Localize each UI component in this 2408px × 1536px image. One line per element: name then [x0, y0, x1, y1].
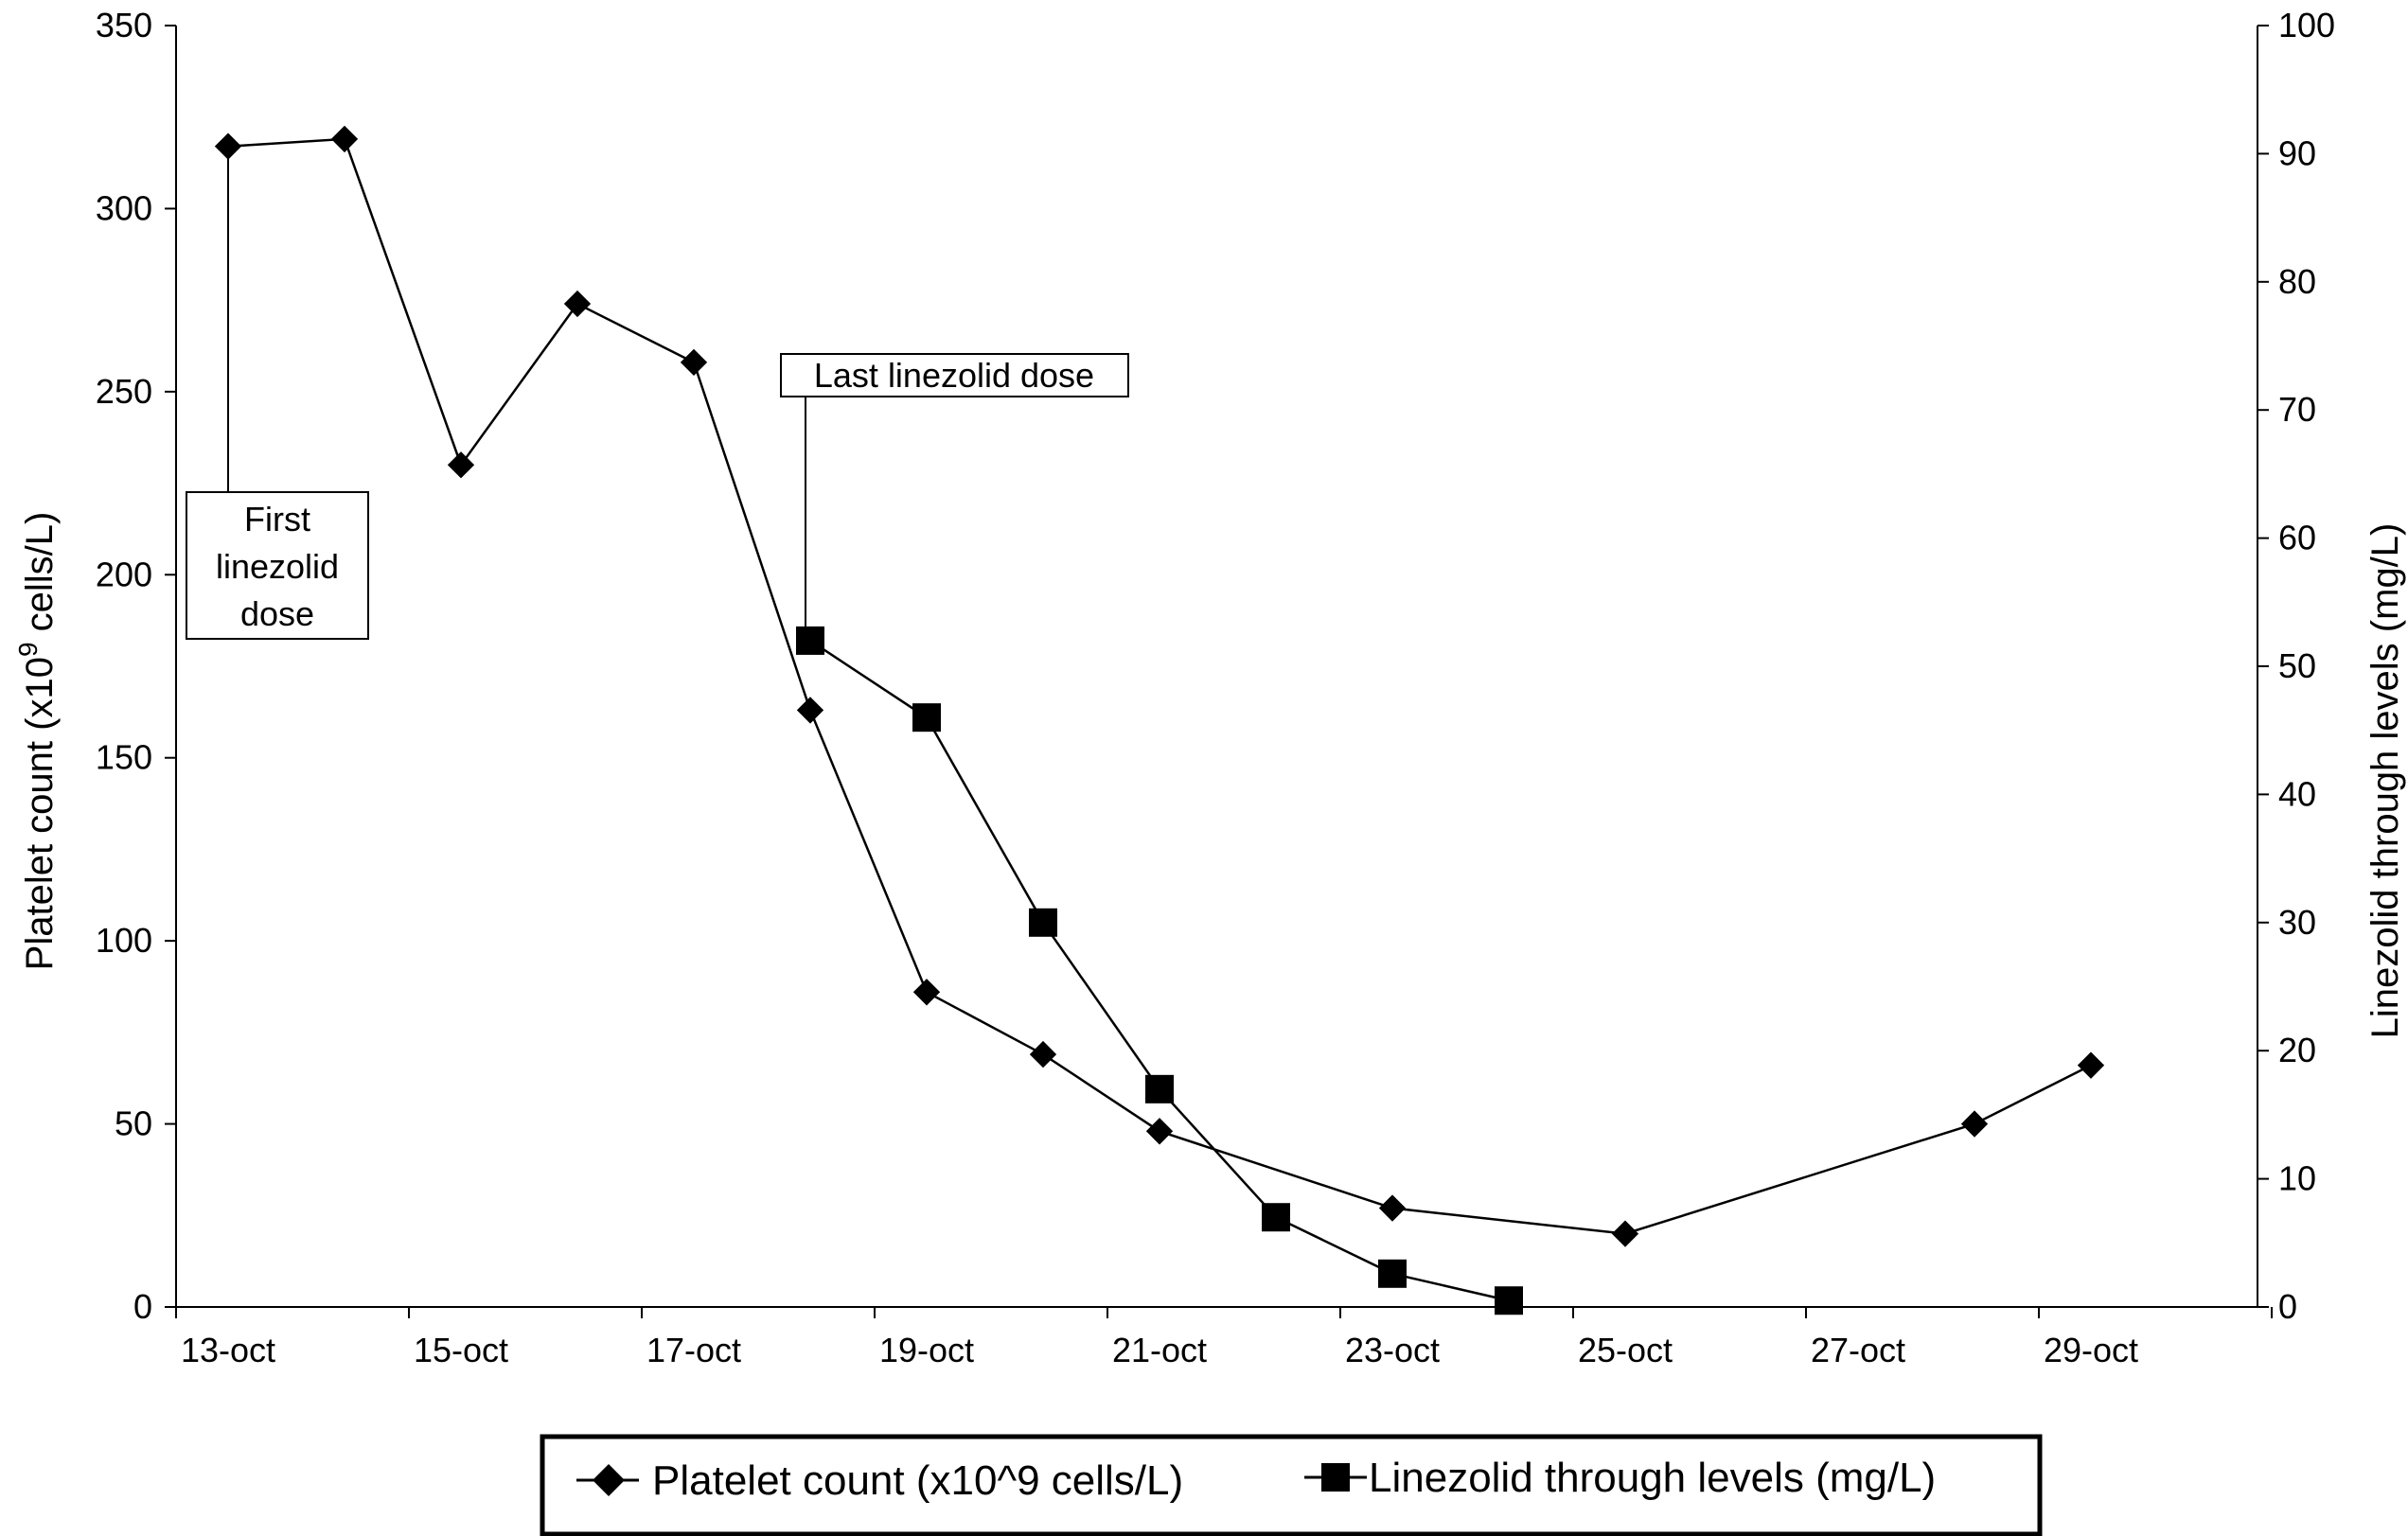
platelet-point [1611, 1220, 1639, 1247]
x-tick-label: 15-oct [414, 1331, 508, 1369]
y-left-tick-label: 250 [96, 372, 152, 411]
axis-ticks: 0 50 100 150 200 250 300 350 0 10 20 30 40 50 60 70 80 90… [96, 6, 2335, 1369]
y-left-tick-label: 100 [96, 921, 152, 960]
y-left-axis-title: Platelet count (x109 cells/L) [13, 512, 61, 971]
x-tick-label: 25-oct [1578, 1331, 1673, 1369]
annotation-text-first-dose: First [244, 500, 310, 538]
linezolid-point [1145, 1074, 1174, 1103]
annotation-box-first-dose [186, 491, 369, 640]
platelet-point [796, 697, 824, 724]
linezolid-point [1378, 1259, 1407, 1288]
annotations: First linezolid dose Last linezolid dose [186, 146, 1129, 640]
annotation-text-first-dose: dose [240, 594, 314, 633]
x-tick-label: 21-oct [1112, 1331, 1207, 1369]
y-left-tick-label: 50 [115, 1104, 152, 1143]
y-right-tick-label: 0 [2278, 1287, 2297, 1326]
annotation-text-first-dose: linezolid [216, 547, 339, 586]
platelet-point [1960, 1110, 1989, 1138]
x-tick-label: 29-oct [2044, 1331, 2138, 1369]
x-tick-label: 23-oct [1345, 1331, 1440, 1369]
y-right-tick-label: 80 [2278, 262, 2316, 301]
linezolid-point [912, 703, 941, 733]
y-right-tick-label: 30 [2278, 903, 2316, 942]
series-line-linezolid [809, 639, 1510, 1302]
platelet-point [1029, 1040, 1057, 1068]
annotation-text-last-dose: Last linezolid dose [814, 356, 1094, 395]
y-right-axis-title: Linezolid through levels (mg/L) [2364, 523, 2406, 1039]
linezolid-point [1262, 1203, 1290, 1232]
legend-marker-linezolid [1321, 1463, 1350, 1492]
x-tick-label: 19-oct [879, 1331, 974, 1369]
platelet-point [563, 290, 592, 318]
y-right-tick-label: 20 [2278, 1031, 2316, 1069]
linezolid-point [1495, 1286, 1523, 1315]
legend-label-linezolid: Linezolid through levels (mg/L) [1369, 1455, 1936, 1501]
platelet-point [214, 132, 242, 160]
platelet-point [447, 451, 475, 479]
legend-label-platelet: Platelet count (x10^9 cells/L) [652, 1457, 1183, 1504]
platelet-point [330, 125, 359, 153]
linezolid-point [796, 626, 824, 655]
y-right-tick-label: 50 [2278, 646, 2316, 685]
y-left-tick-label: 350 [96, 6, 152, 44]
y-left-tick-label: 200 [96, 555, 152, 593]
x-tick-label: 17-oct [646, 1331, 741, 1369]
y-right-tick-label: 60 [2278, 519, 2316, 557]
platelet-point [1145, 1118, 1174, 1145]
annotation-box-last-dose [780, 353, 1129, 397]
platelet-point [680, 348, 708, 377]
series [214, 125, 2105, 1315]
legend: Platelet count (x10^9 cells/L) Linezolid… [540, 1434, 2043, 1536]
y-right-tick-label: 90 [2278, 133, 2316, 172]
x-tick-label: 27-oct [1811, 1331, 1905, 1369]
linezolid-point [1029, 908, 1057, 937]
y-right-tick-label: 100 [2278, 6, 2335, 44]
platelet-point [1378, 1194, 1407, 1222]
legend-marker-platelet [593, 1464, 625, 1496]
y-right-tick-label: 70 [2278, 390, 2316, 429]
platelet-point [912, 979, 941, 1006]
y-left-tick-label: 300 [96, 188, 152, 227]
platelet-point [2077, 1051, 2105, 1079]
y-right-tick-label: 40 [2278, 774, 2316, 813]
axes [175, 26, 2258, 1308]
y-left-tick-label: 0 [133, 1287, 152, 1326]
y-left-tick-label: 150 [96, 738, 152, 777]
legend-box [540, 1434, 2043, 1536]
y-right-tick-label: 10 [2278, 1159, 2316, 1198]
series-line-platelet [227, 137, 2092, 1235]
x-tick-label: 13-oct [181, 1331, 275, 1369]
